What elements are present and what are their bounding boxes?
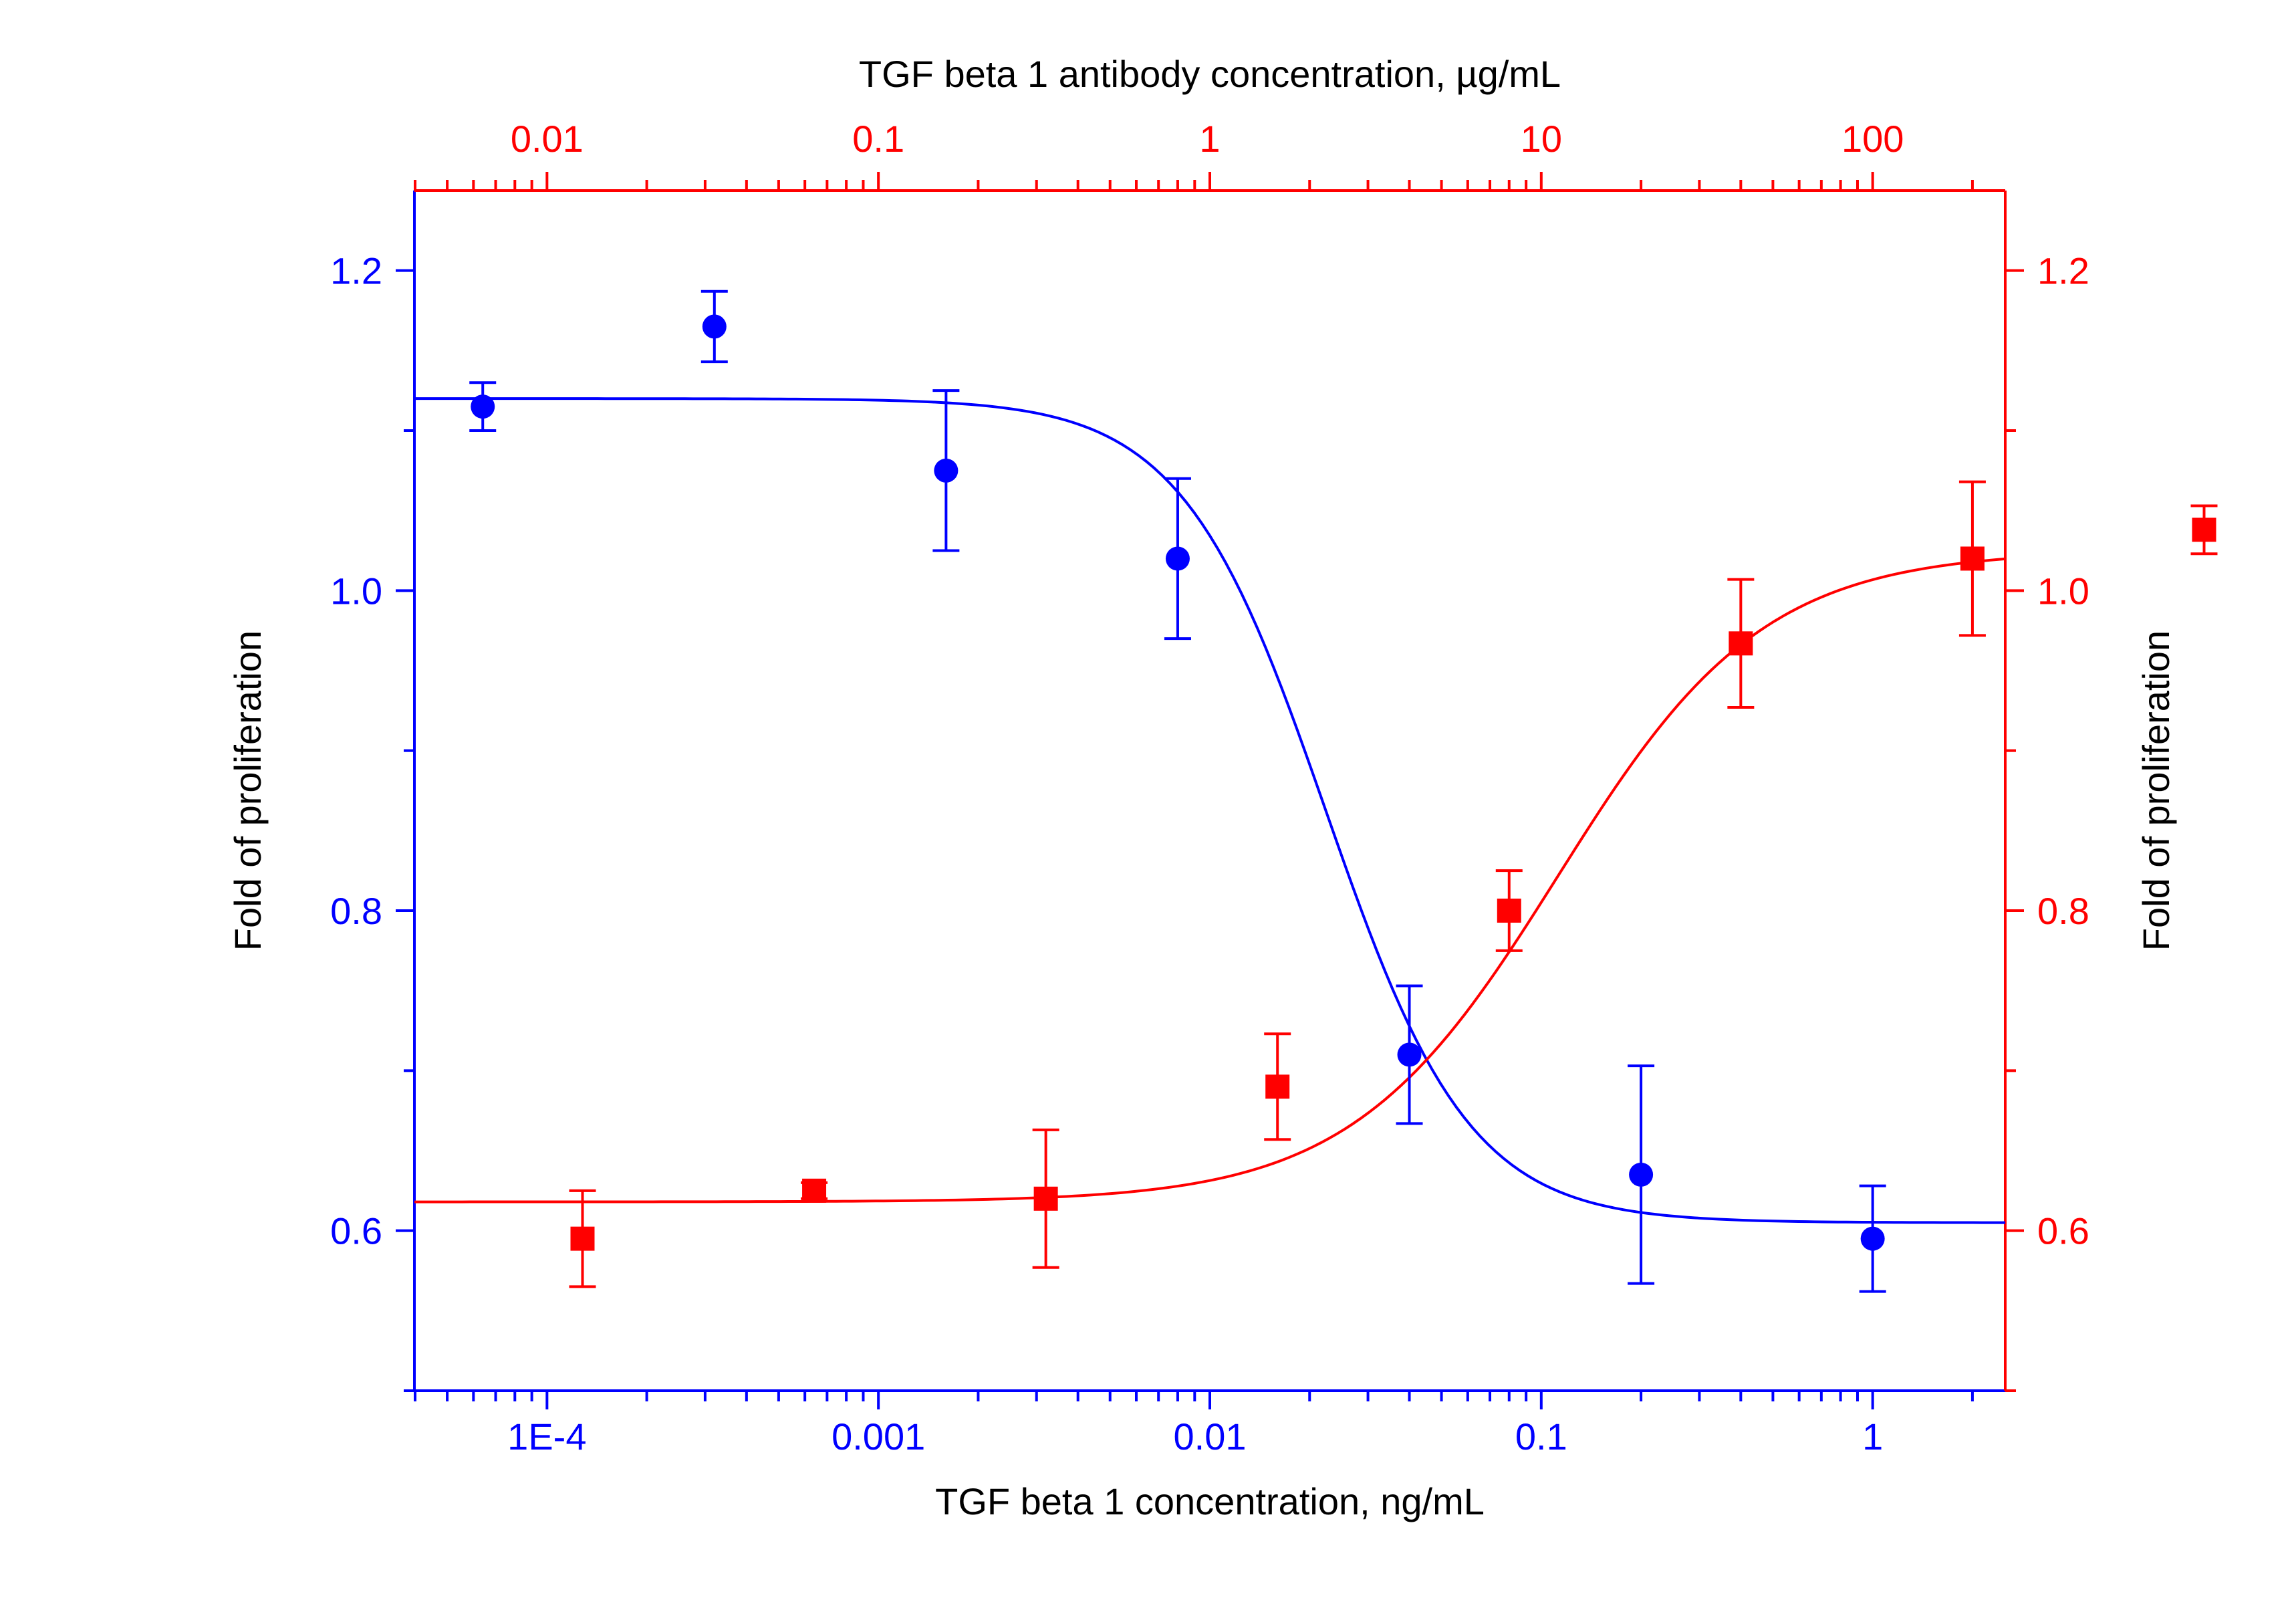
x-axis-top-label: TGF beta 1 antibody concentration, µg/mL <box>859 53 1561 95</box>
data-point <box>1034 1187 1058 1211</box>
svg-text:0.6: 0.6 <box>330 1210 382 1252</box>
data-point <box>1166 546 1190 570</box>
svg-text:100: 100 <box>1841 118 1904 160</box>
svg-text:1E-4: 1E-4 <box>507 1415 586 1458</box>
svg-text:1.0: 1.0 <box>2037 570 2089 612</box>
data-point <box>471 394 495 419</box>
data-point <box>1398 1042 1422 1066</box>
data-point <box>2192 518 2216 542</box>
data-point <box>1629 1163 1653 1187</box>
svg-text:0.8: 0.8 <box>2037 890 2089 932</box>
svg-text:1.0: 1.0 <box>330 570 382 612</box>
svg-text:1.2: 1.2 <box>2037 250 2089 292</box>
svg-text:0.8: 0.8 <box>330 890 382 932</box>
y-axis-right-label: Fold of proliferation <box>2135 630 2177 951</box>
svg-text:0.001: 0.001 <box>832 1415 925 1458</box>
svg-text:10: 10 <box>1521 118 1562 160</box>
data-point <box>570 1227 594 1251</box>
y-axis-left-label: Fold of proliferation <box>227 630 269 951</box>
data-point <box>1497 899 1521 923</box>
data-point <box>934 459 958 483</box>
svg-text:0.1: 0.1 <box>1515 1415 1567 1458</box>
svg-text:1.2: 1.2 <box>330 250 382 292</box>
chart-container: 0.6 0.6 0.8 0.8 1.0 1.0 1.2 1.2 1E-4 0.001 0.01 0.1… <box>0 0 2296 1610</box>
dose-response-chart: 0.6 0.6 0.8 0.8 1.0 1.0 1.2 1.2 1E-4 0.001 0.01 0.1… <box>0 0 2296 1610</box>
data-point <box>1265 1074 1289 1099</box>
svg-text:0.6: 0.6 <box>2037 1210 2089 1252</box>
svg-text:0.1: 0.1 <box>852 118 904 160</box>
data-point <box>1861 1227 1885 1251</box>
data-point <box>703 314 727 338</box>
svg-text:1: 1 <box>1862 1415 1883 1458</box>
svg-text:0.01: 0.01 <box>511 118 584 160</box>
svg-text:1: 1 <box>1199 118 1220 160</box>
data-point <box>802 1179 826 1203</box>
svg-text:0.01: 0.01 <box>1174 1415 1247 1458</box>
data-point <box>1729 631 1753 655</box>
x-axis-bottom-label: TGF beta 1 concentration, ng/mL <box>935 1480 1485 1522</box>
data-point <box>1960 546 1985 570</box>
